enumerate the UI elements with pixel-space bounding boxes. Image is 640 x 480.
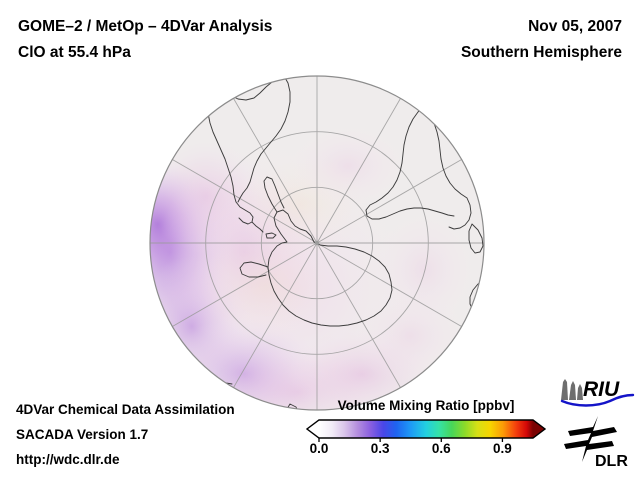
dlr-logo: DLR [562, 414, 636, 470]
hemisphere-label: Southern Hemisphere [460, 44, 622, 61]
dlr-eagle-icon [564, 416, 617, 462]
footer-line-assimilation: 4DVar Chemical Data Assimilation [16, 402, 235, 417]
dlr-wordmark: DLR [595, 453, 628, 470]
colorbar-tick-3: 0.9 [493, 441, 512, 456]
pole-marker [314, 240, 320, 246]
coastline-antarctica [267, 209, 393, 327]
riu-tower-icon [561, 379, 583, 400]
colorbar-tick-0: 0.0 [309, 441, 329, 456]
riu-swoosh-icon [560, 393, 635, 407]
coastline-madagascar [468, 223, 484, 254]
footer-line-version: SACADA Version 1.7 [16, 427, 149, 442]
coastline-antarctic-peninsula [263, 176, 285, 213]
colorbar-gradient [306, 419, 546, 442]
globe-outline [149, 75, 485, 411]
colorbar-title: Volume Mixing Ratio [ppbv] [337, 398, 515, 413]
coastline-falklands [265, 232, 277, 239]
coastline-weddell-inlet [239, 261, 269, 278]
footer-line-url[interactable]: http://wdc.dlr.de [16, 452, 120, 467]
page-subtitle: ClO at 55.4 hPa [18, 44, 131, 61]
coastline-south-america [207, 76, 291, 233]
riu-wordmark: RIU [583, 378, 620, 401]
clo-field [150, 124, 476, 410]
colorbar-tick-1: 0.3 [370, 441, 390, 456]
riu-logo: RIU [556, 374, 636, 408]
colorbar-tick-2: 0.6 [431, 441, 451, 456]
graticule [150, 76, 484, 410]
page-title: GOME–2 / MetOp – 4DVar Analysis [18, 18, 273, 35]
colorbar: Volume Mixing Ratio [ppbv] 0.0 0.3 0.6 0… [306, 398, 546, 470]
globe-map [148, 74, 488, 414]
date-label: Nov 05, 2007 [528, 18, 622, 35]
